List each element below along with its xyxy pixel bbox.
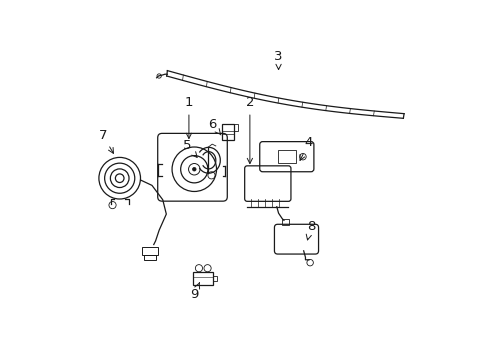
Text: 2: 2 — [245, 96, 254, 163]
Text: 5: 5 — [183, 139, 197, 157]
Text: 8: 8 — [305, 220, 314, 240]
Bar — [277, 150, 295, 163]
Bar — [144, 255, 156, 260]
Text: 7: 7 — [99, 129, 113, 153]
Text: 4: 4 — [300, 136, 313, 161]
Bar — [282, 219, 288, 225]
Bar — [222, 123, 234, 140]
Text: 1: 1 — [184, 96, 193, 139]
Text: 9: 9 — [190, 283, 199, 301]
Bar — [142, 247, 158, 255]
Text: 6: 6 — [207, 118, 221, 135]
Circle shape — [192, 167, 196, 171]
Bar — [193, 272, 213, 285]
Text: 3: 3 — [274, 50, 282, 69]
Bar — [234, 125, 237, 131]
Bar — [213, 276, 217, 282]
